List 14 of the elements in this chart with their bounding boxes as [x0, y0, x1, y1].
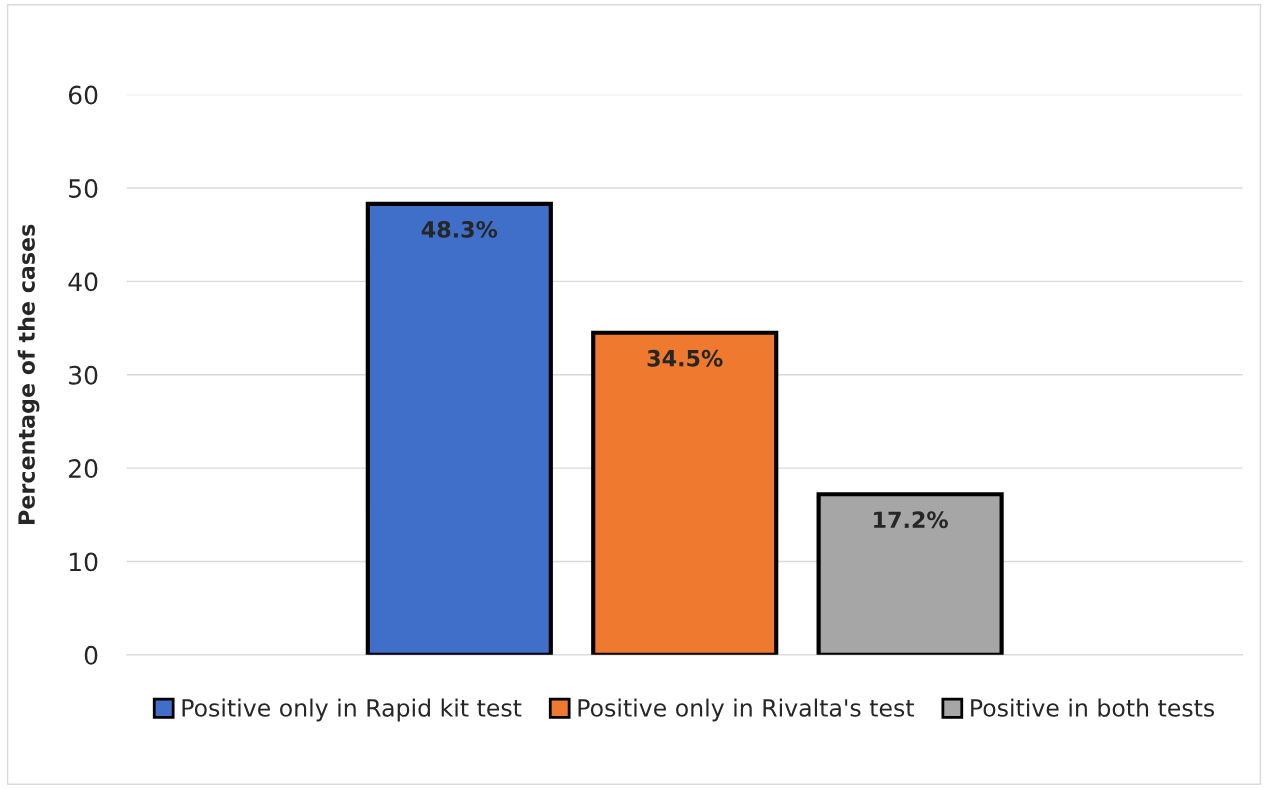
legend-label: Positive in both tests: [971, 698, 1215, 717]
legend-label: Positive only in Rapid kit test: [182, 698, 522, 722]
y-tick-label: 0: [84, 645, 98, 665]
data-label: 48.3%: [421, 220, 498, 238]
data-label: 17.2%: [874, 511, 948, 529]
y-tick-label: 20: [69, 459, 98, 478]
legend-label: Positive only in Rivalta's test: [578, 698, 914, 722]
y-tick-label: 30: [69, 365, 98, 385]
y-axis-title: Percentage of the cases: [17, 224, 40, 524]
data-label: 34.5%: [647, 349, 723, 367]
y-tick-label: 40: [68, 272, 98, 292]
y-tick-label: 10: [69, 552, 98, 572]
y-tick-label: 60: [68, 85, 98, 105]
y-tick-label: 50: [69, 178, 98, 198]
